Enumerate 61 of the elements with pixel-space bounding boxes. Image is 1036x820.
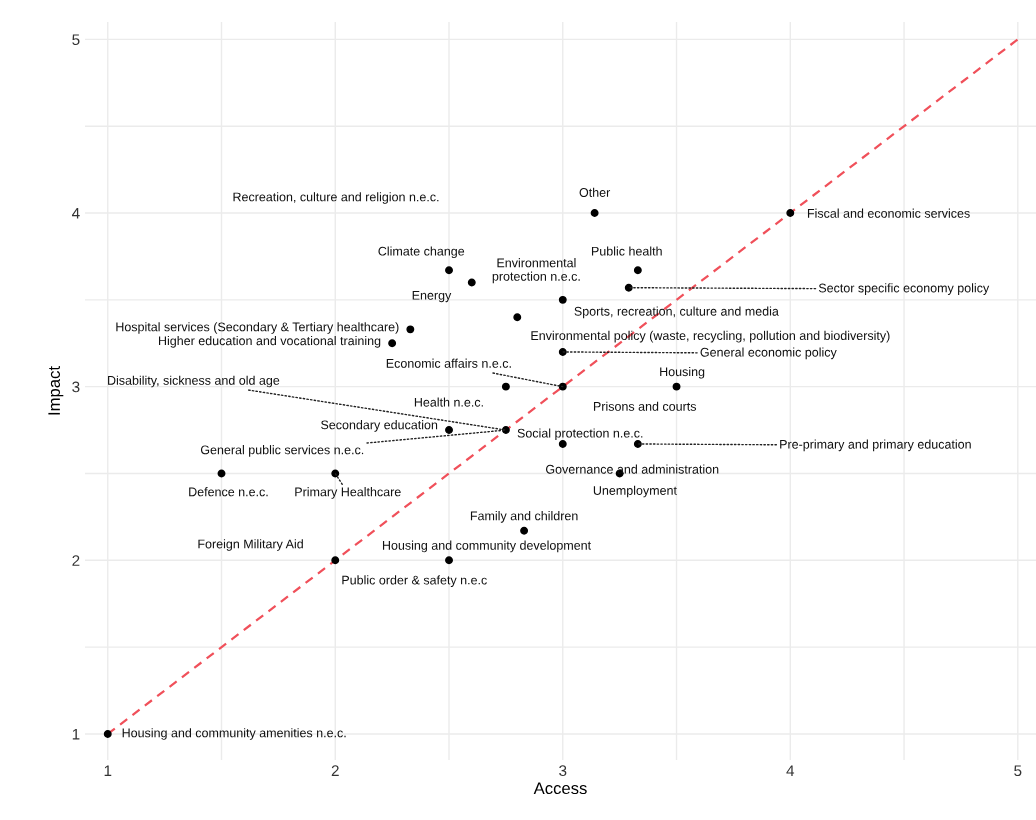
y-tick-label: 3: [72, 381, 80, 393]
annotation: General economic policy: [700, 347, 837, 360]
x-tick-label: 4: [786, 765, 795, 776]
annotation: Prisons and courts: [593, 401, 697, 411]
annotation: Health n.e.c.: [414, 397, 483, 407]
x-tick-label: 2: [331, 765, 339, 776]
x-tick-label: 1: [104, 765, 112, 776]
y-axis-title: Impact: [48, 366, 64, 415]
point: [513, 313, 522, 322]
x-axis-title: Access: [533, 782, 587, 795]
annotation: Sports, recreation, culture and media: [574, 306, 779, 319]
y-tick-label: 5: [72, 34, 80, 46]
point: [467, 278, 476, 287]
annotation: Housing: [660, 366, 705, 379]
annotation: Climate change: [378, 246, 465, 259]
point: [331, 556, 340, 565]
annotation: Economic affairs n.e.c.: [386, 358, 511, 368]
annotation: Sector specific economy policy: [818, 283, 990, 295]
point: [786, 209, 795, 217]
point: [672, 382, 681, 391]
point: [406, 325, 415, 334]
x-tick-label: 5: [1014, 765, 1022, 777]
annotation: Housing and community development: [382, 540, 592, 553]
y-tick-label: 1: [72, 728, 80, 740]
y-tick-label: 4: [71, 208, 80, 219]
annotation: Fiscal and economic services: [807, 208, 970, 218]
annotation: Environmental policy (waste, recycling, pollution and biodiversity): [531, 330, 890, 343]
point: [445, 556, 453, 565]
x-tick-label: 3: [559, 765, 567, 777]
point: [445, 426, 453, 435]
point: [520, 526, 529, 535]
point: [558, 440, 567, 448]
annotation: Primary Healthcare: [295, 487, 401, 499]
annotation: Pre-primary and primary education: [780, 439, 971, 452]
annotation: Defence n.e.c.: [189, 487, 268, 497]
point: [558, 295, 567, 304]
annotation: Environmental protection n.e.c.: [492, 258, 580, 284]
y-tick-label: 2: [72, 555, 80, 566]
point: [445, 266, 453, 275]
annotation: Other: [579, 187, 611, 197]
annotation: Disability, sickness and old age: [108, 375, 280, 388]
annotation: Public order & safety n.e.c: [342, 575, 487, 587]
point: [103, 730, 112, 738]
point: [217, 469, 226, 478]
annotation: Family and children: [470, 511, 578, 523]
annotation: General public services n.e.c.: [200, 445, 364, 457]
annotation: Unemployment: [593, 485, 677, 498]
annotation: Energy: [412, 290, 452, 303]
point: [590, 209, 599, 217]
annotation: Secondary education: [321, 420, 438, 432]
annotation: Higher education and vocational training: [159, 336, 381, 348]
annotation: Housing and community amenities n.e.c.: [122, 728, 346, 740]
point: [624, 283, 633, 292]
point: [388, 339, 397, 348]
point: [633, 266, 642, 275]
annotation: Public health: [591, 246, 662, 256]
annotation: Social protection n.e.c.: [517, 428, 643, 441]
annotation: Recreation, culture and religion n.e.c.: [233, 192, 439, 204]
annotation: Hospital services (Secondary & Tertiary healthcare): [116, 322, 399, 334]
annotation: Foreign Military Aid: [198, 539, 303, 551]
point: [501, 382, 510, 391]
